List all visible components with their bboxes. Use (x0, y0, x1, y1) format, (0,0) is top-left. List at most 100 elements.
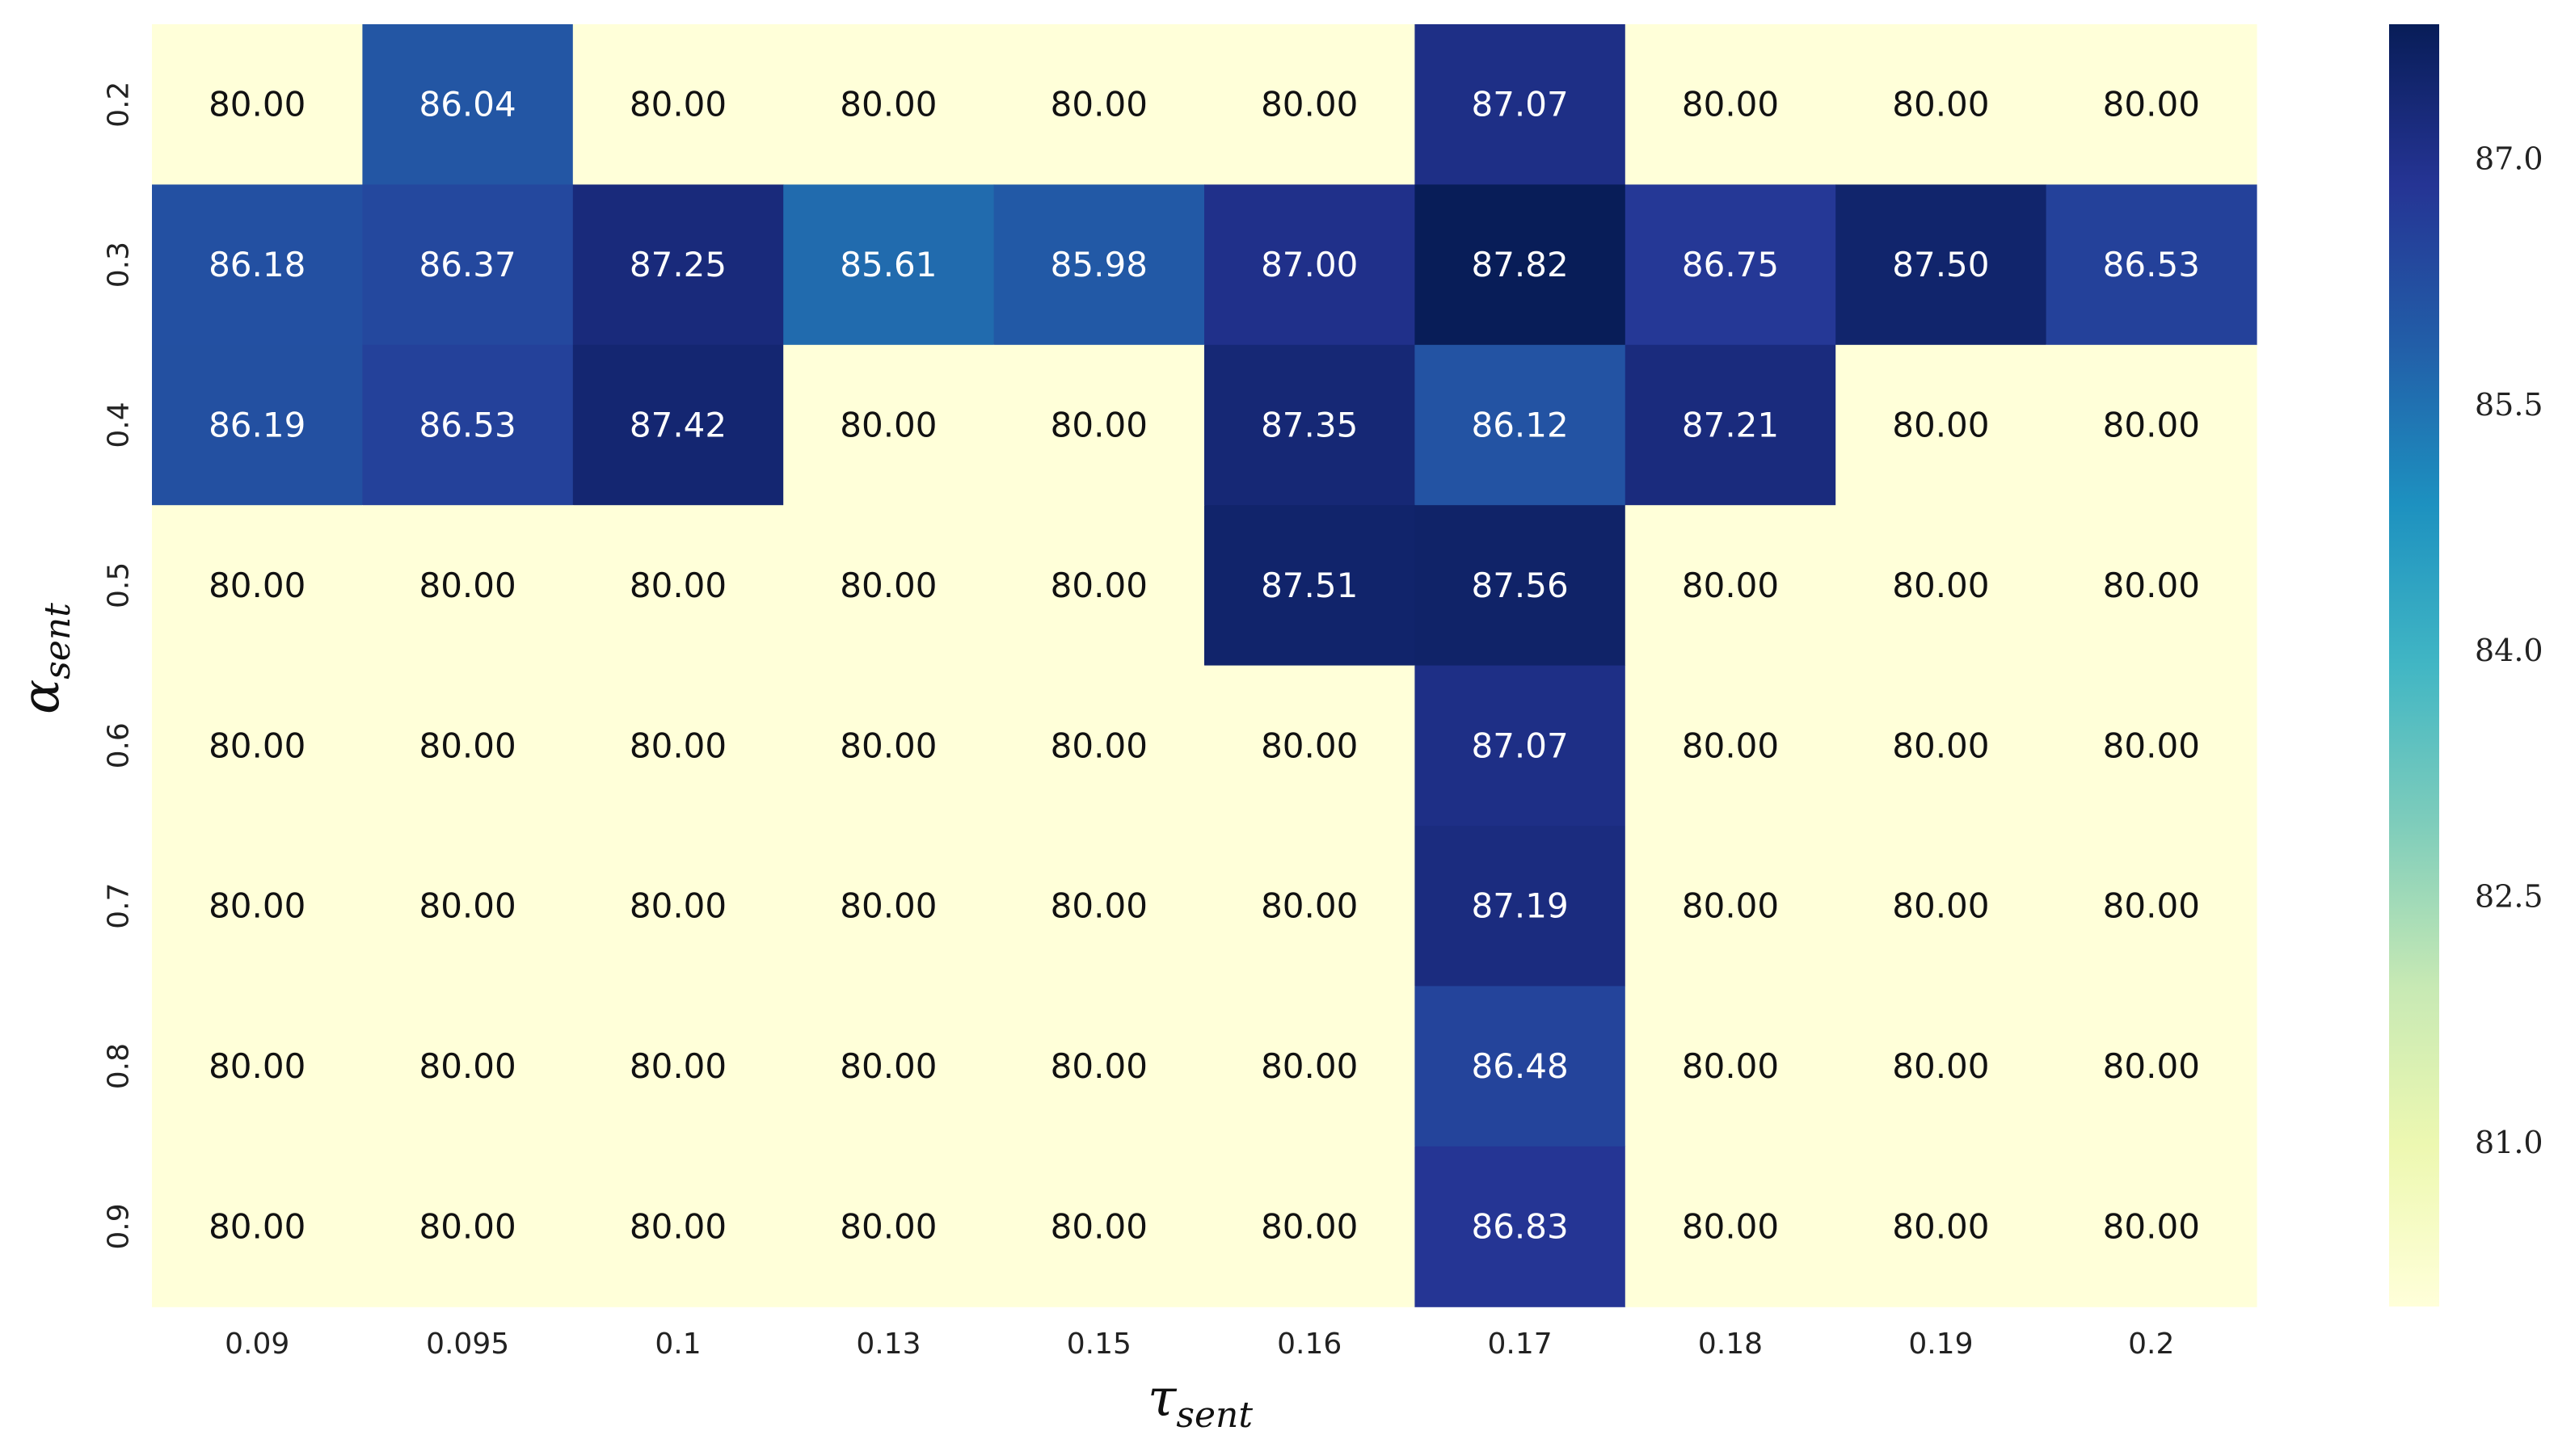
x-tick-label: 0.16 (1277, 1328, 1342, 1361)
heatmap-cell (572, 826, 784, 987)
y-tick-label: 0.6 (103, 722, 136, 768)
heatmap-cell (362, 344, 574, 506)
cell-value-label: 80.00 (630, 726, 727, 765)
cell-value-label: 80.00 (840, 566, 937, 605)
cell-value-label: 80.00 (1051, 85, 1148, 124)
heatmap-cell (152, 24, 363, 185)
heatmap-cell (2046, 1146, 2257, 1307)
colorbar (2389, 24, 2439, 1307)
cell-value-label: 86.48 (1471, 1046, 1568, 1086)
colorbar-tick-labels: 81.0 82.5 84.0 85.5 87.0 (2475, 141, 2543, 1160)
colorbar-tick-label: 82.5 (2475, 879, 2543, 915)
cell-value-label: 80.00 (1682, 566, 1779, 605)
cell-value-label: 87.50 (1892, 245, 1989, 284)
cell-value-label: 80.00 (630, 85, 727, 124)
cell-value-label: 86.53 (419, 406, 516, 445)
heatmap-cell (783, 24, 995, 185)
heatmap-cell (2046, 24, 2257, 185)
y-tick-label: 0.3 (103, 242, 136, 288)
heatmap-cell (1835, 505, 2047, 667)
cell-value-label: 86.37 (419, 245, 516, 284)
cell-value-label: 85.61 (840, 245, 937, 284)
heatmap-cell (2046, 826, 2257, 987)
cell-value-label: 80.00 (840, 1207, 937, 1247)
cell-value-label: 80.00 (840, 726, 937, 765)
heatmap-cell (1204, 344, 1415, 506)
cell-value-label: 85.98 (1051, 245, 1148, 284)
cell-value-label: 80.00 (840, 886, 937, 926)
cell-value-label: 87.07 (1471, 726, 1568, 765)
cell-value-label: 80.00 (2103, 1046, 2200, 1086)
y-tick-label: 0.2 (103, 82, 136, 128)
cell-value-label: 80.00 (1051, 406, 1148, 445)
cell-value-label: 80.00 (630, 1046, 727, 1086)
heatmap-cell (1625, 24, 1836, 185)
heatmap-cells: 80.00 86.04 80.00 80.00 80.00 80.00 87.07 80.00… (152, 24, 2257, 1307)
cell-value-label: 80.00 (209, 1046, 306, 1086)
cell-value-label: 80.00 (1682, 726, 1779, 765)
cell-value-label: 87.51 (1261, 566, 1358, 605)
heatmap-cell (1414, 24, 1626, 185)
heatmap-cell (152, 665, 363, 827)
heatmap-cell (783, 184, 995, 346)
heatmap-cell (2046, 665, 2257, 827)
cell-value-label: 87.21 (1682, 406, 1779, 445)
heatmap-cell (1835, 986, 2047, 1147)
heatmap-cell (993, 24, 1205, 185)
heatmap-cell (993, 344, 1205, 506)
x-tick-labels: 0.09 0.095 0.1 0.13 0.15 0.16 0.17 0.18 0.19 0.2 (225, 1328, 2174, 1361)
y-tick-label: 0.8 (103, 1043, 136, 1089)
heatmap-cell (1414, 826, 1626, 987)
cell-value-label: 80.00 (419, 1046, 516, 1086)
cell-value-label: 80.00 (1261, 886, 1358, 926)
heatmap-cell (572, 184, 784, 346)
heatmap-cell (572, 986, 784, 1147)
heatmap-cell (1414, 184, 1626, 346)
x-tick-label: 0.13 (856, 1328, 921, 1361)
cell-value-label: 87.19 (1471, 886, 1568, 926)
heatmap-cell (993, 665, 1205, 827)
x-tick-label: 0.17 (1488, 1328, 1553, 1361)
cell-value-label: 80.00 (2103, 886, 2200, 926)
colorbar-tick-label: 84.0 (2475, 633, 2543, 668)
heatmap-cell (152, 505, 363, 667)
colorbar-tick-label: 81.0 (2475, 1125, 2543, 1160)
cell-value-label: 80.00 (1892, 886, 1989, 926)
cell-value-label: 87.00 (1261, 245, 1358, 284)
cell-value-label: 86.18 (209, 245, 306, 284)
heatmap-cell (783, 505, 995, 667)
cell-value-label: 80.00 (1682, 1207, 1779, 1247)
heatmap-cell (1625, 826, 1836, 987)
cell-value-label: 80.00 (1051, 566, 1148, 605)
heatmap-cell (1204, 505, 1415, 667)
heatmap-cell (1625, 665, 1836, 827)
heatmap-cell (152, 986, 363, 1147)
cell-value-label: 80.00 (1682, 886, 1779, 926)
heatmap-cell (362, 986, 574, 1147)
colorbar-tick-label: 85.5 (2475, 387, 2543, 423)
heatmap-cell (1414, 665, 1626, 827)
heatmap-cell (2046, 184, 2257, 346)
cell-value-label: 80.00 (1051, 1207, 1148, 1247)
heatmap-cell (783, 1146, 995, 1307)
cell-value-label: 80.00 (840, 85, 937, 124)
heatmap-cell (1625, 505, 1836, 667)
heatmap-cell (572, 344, 784, 506)
heatmap-cell (1835, 1146, 2047, 1307)
cell-value-label: 87.07 (1471, 85, 1568, 124)
cell-value-label: 86.19 (209, 406, 306, 445)
cell-value-label: 86.83 (1471, 1207, 1568, 1247)
cell-value-label: 80.00 (1261, 1046, 1358, 1086)
heatmap-cell (572, 505, 784, 667)
heatmap-cell (1835, 826, 2047, 987)
cell-value-label: 87.82 (1471, 245, 1568, 284)
x-tick-label: 0.18 (1698, 1328, 1763, 1361)
y-tick-label: 0.9 (103, 1203, 136, 1249)
y-tick-label: 0.7 (103, 883, 136, 929)
heatmap-cell (783, 826, 995, 987)
cell-value-label: 80.00 (1892, 1207, 1989, 1247)
heatmap-cell (1204, 986, 1415, 1147)
cell-value-label: 80.00 (1682, 85, 1779, 124)
x-tick-label: 0.19 (1908, 1328, 1973, 1361)
